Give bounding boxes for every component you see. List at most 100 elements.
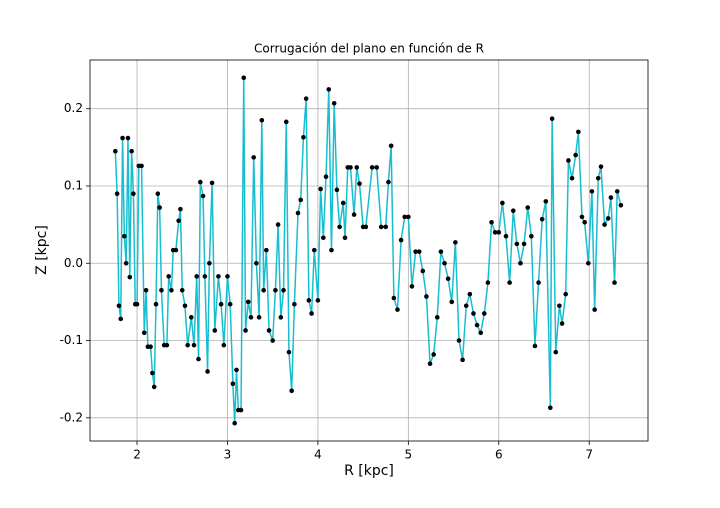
data-point — [369, 165, 375, 170]
data-point — [275, 222, 281, 227]
x-axis-label: R [kpc] — [344, 463, 394, 479]
data-point — [374, 165, 379, 170]
data-point — [579, 214, 585, 220]
data-point — [227, 301, 233, 307]
data-point — [127, 274, 133, 280]
data-point — [563, 291, 569, 297]
data-point — [598, 164, 604, 169]
data-point — [264, 247, 269, 253]
data-point — [178, 206, 183, 212]
data-point — [141, 330, 147, 336]
data-point — [298, 197, 304, 203]
data-point — [202, 274, 208, 279]
data-point — [281, 288, 286, 293]
data-point — [467, 291, 473, 297]
data-point — [134, 301, 140, 307]
data-point — [254, 260, 259, 266]
data-point — [129, 148, 134, 154]
data-point — [536, 280, 541, 285]
data-point — [216, 274, 221, 279]
y-axis-label: Z [kpc] — [34, 225, 50, 275]
data-point — [496, 230, 502, 235]
data-point — [566, 158, 571, 163]
data-point — [576, 129, 581, 135]
data-point — [120, 135, 125, 141]
data-point — [492, 230, 498, 235]
data-point — [456, 338, 462, 343]
y-tick-label: 0.2 — [64, 101, 83, 115]
data-point — [514, 241, 520, 247]
data-point — [363, 224, 369, 230]
data-point — [273, 288, 278, 293]
data-point — [427, 361, 433, 367]
data-point — [518, 260, 523, 266]
data-point — [241, 75, 247, 81]
data-point — [191, 342, 197, 348]
data-point — [340, 200, 346, 206]
data-point — [557, 303, 562, 309]
data-point — [166, 274, 171, 279]
data-point — [402, 214, 408, 220]
data-point — [198, 179, 203, 185]
data-point — [388, 143, 394, 149]
data-point — [303, 96, 309, 101]
data-point — [148, 344, 153, 350]
data-point — [391, 295, 397, 301]
x-tick-label: 6 — [495, 448, 503, 462]
data-point — [416, 249, 422, 254]
chart-title: Corrugación del plano en función de R — [254, 42, 484, 56]
data-point — [549, 116, 555, 122]
data-point — [489, 219, 494, 225]
data-point — [329, 247, 334, 253]
data-point — [232, 420, 238, 426]
y-tick-label: 0.1 — [64, 178, 83, 192]
data-point — [612, 280, 617, 285]
data-point — [532, 343, 538, 349]
data-point — [424, 294, 429, 299]
data-point — [474, 322, 480, 328]
data-point — [218, 301, 224, 307]
data-point — [334, 187, 340, 193]
data-point — [289, 388, 294, 394]
data-point — [449, 299, 455, 305]
data-point — [248, 315, 254, 320]
data-point — [212, 328, 218, 333]
data-point — [431, 352, 436, 357]
data-point — [123, 260, 129, 266]
data-point — [595, 175, 601, 181]
data-point — [295, 210, 301, 216]
data-point — [383, 224, 389, 230]
x-tick-label: 3 — [224, 448, 232, 462]
data-point — [266, 328, 272, 333]
data-point — [113, 148, 118, 154]
data-point — [315, 298, 321, 303]
data-point — [326, 87, 332, 92]
data-point — [413, 249, 418, 254]
data-point — [354, 165, 360, 170]
data-point — [159, 288, 164, 293]
data-point — [188, 315, 194, 320]
data-point — [453, 240, 458, 245]
data-point — [173, 247, 179, 253]
data-point — [521, 241, 527, 247]
data-point — [157, 205, 162, 210]
data-point — [196, 356, 201, 362]
data-point — [586, 260, 591, 266]
data-point — [125, 135, 131, 141]
data-point — [207, 260, 212, 266]
data-point — [243, 328, 248, 333]
data-point — [398, 237, 404, 243]
data-point — [510, 208, 516, 213]
data-point — [331, 100, 337, 106]
data-point — [485, 280, 491, 285]
data-point — [529, 233, 534, 239]
y-tick-label: -0.2 — [60, 410, 83, 424]
data-point — [270, 338, 275, 343]
data-point — [164, 342, 170, 348]
data-point — [182, 303, 188, 309]
data-point — [445, 276, 451, 282]
data-point — [225, 274, 230, 279]
data-point — [395, 307, 400, 312]
